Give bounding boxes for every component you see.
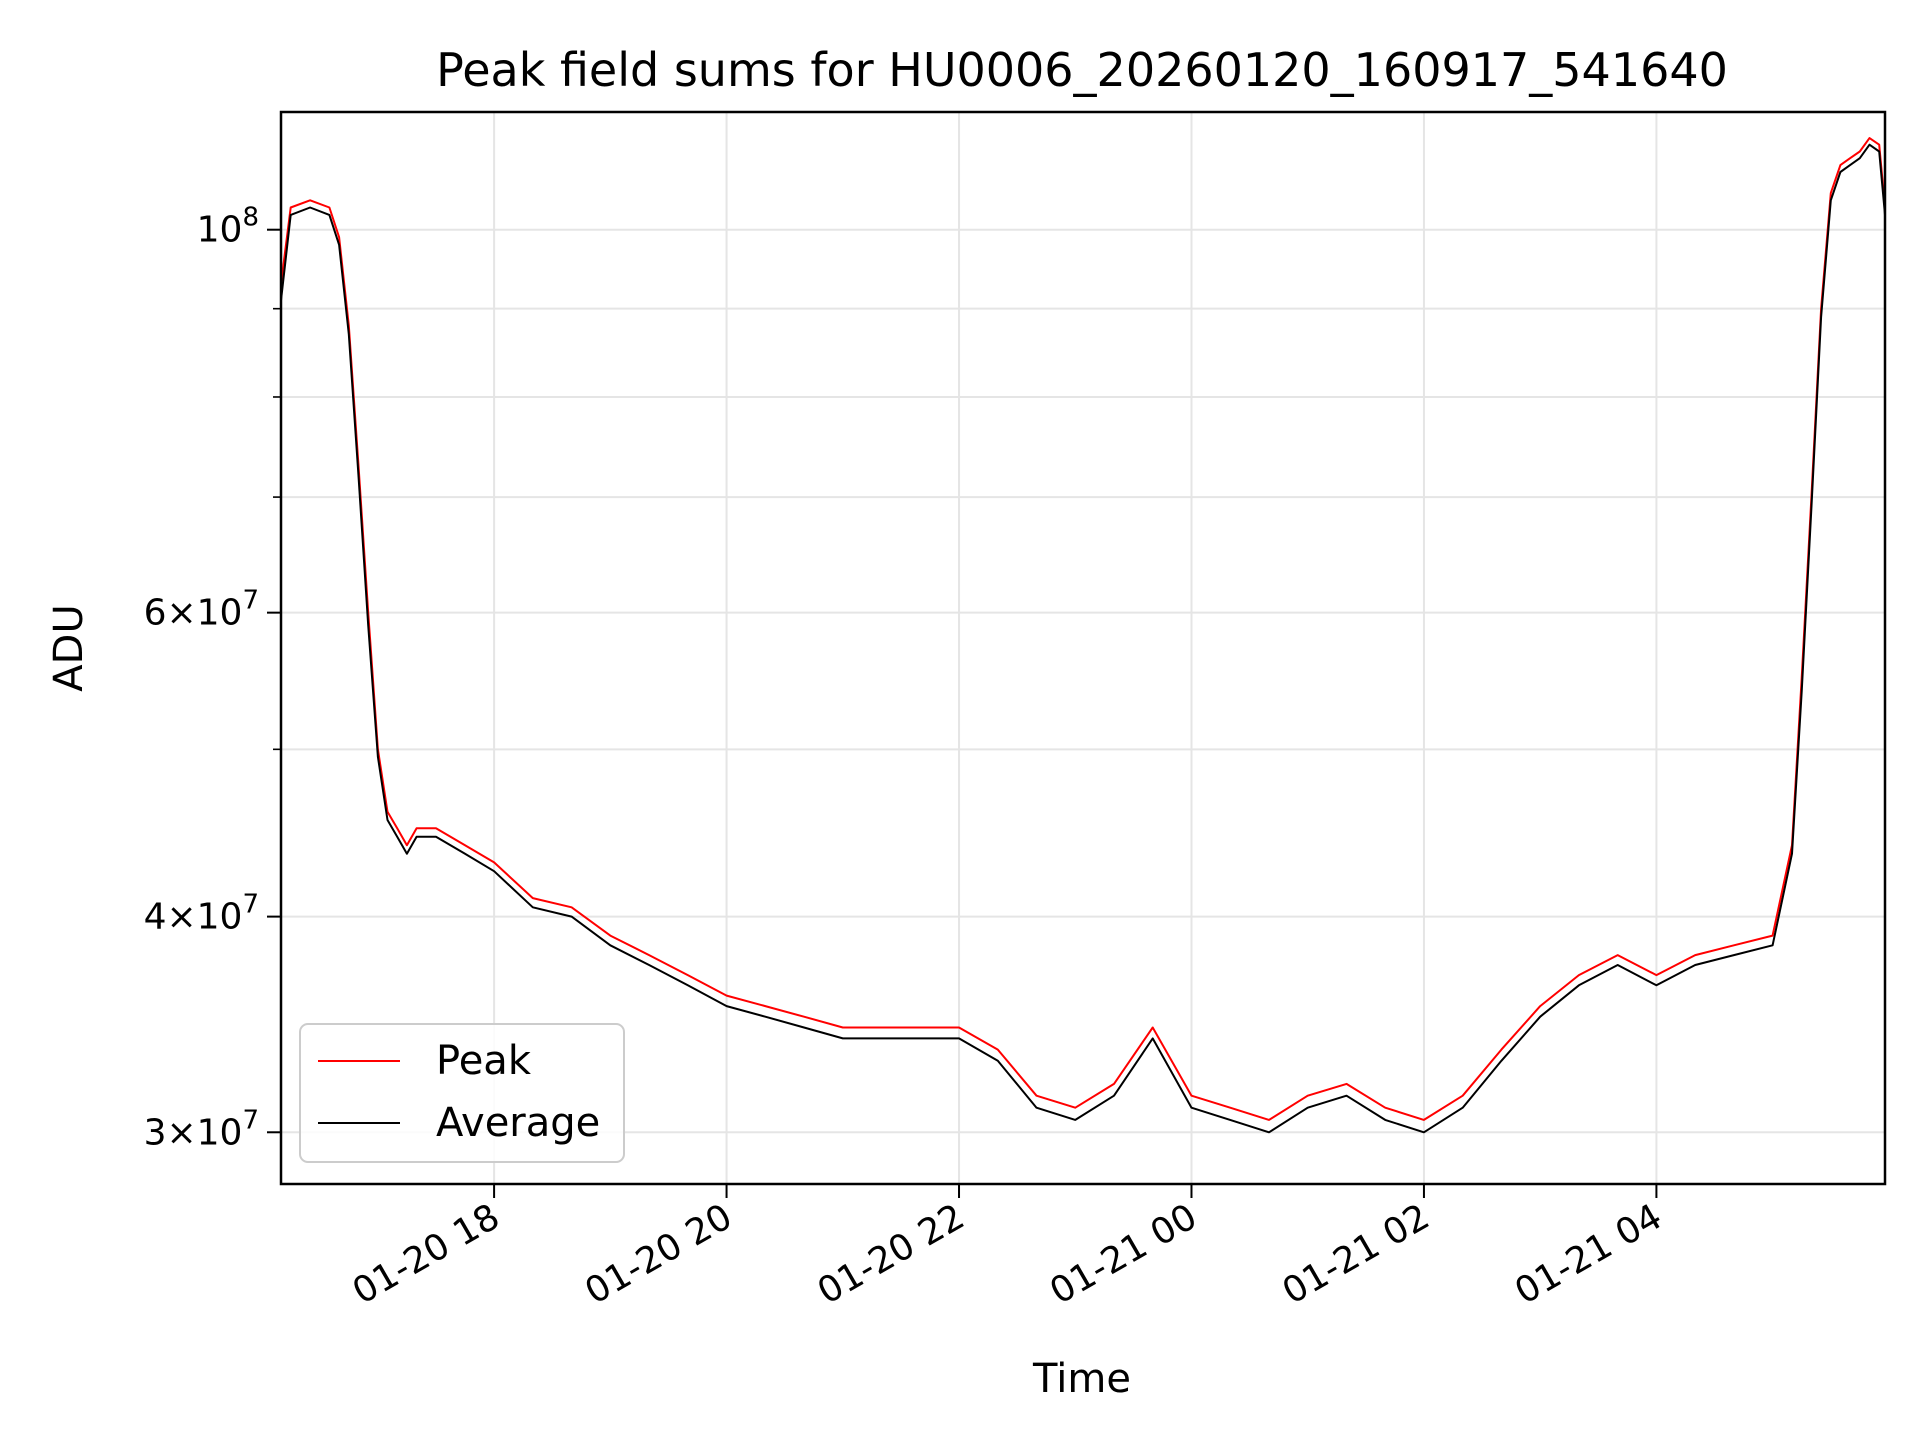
y-tick-label: 6×107 <box>144 586 259 634</box>
y-axis: 108 6×107 4×107 3×107 <box>144 203 281 1153</box>
y-tick-label: 4×107 <box>144 890 259 938</box>
x-axis-label: Time <box>1032 1356 1131 1402</box>
y-axis-label: ADU <box>46 604 92 691</box>
legend-label-average: Average <box>436 1100 600 1146</box>
legend-box <box>299 1023 625 1163</box>
series-line-average <box>281 143 1885 1134</box>
chart-title: Peak field sums for HU0006_20260120_1609… <box>436 43 1728 97</box>
plot-lines <box>281 137 1885 1134</box>
legend-label-peak: Peak <box>436 1038 532 1084</box>
plot-frame <box>279 110 1887 1186</box>
y-tick-label: 3×107 <box>144 1105 259 1153</box>
legend: Peak Average <box>299 1023 625 1163</box>
y-tick-label: 108 <box>197 203 259 251</box>
